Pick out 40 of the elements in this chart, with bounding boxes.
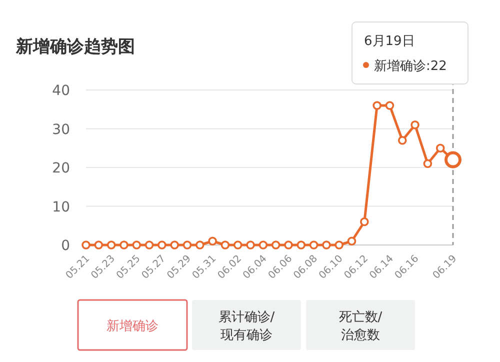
y-tick-label: 30 [52,122,70,138]
y-tick-label: 40 [52,83,70,99]
point [410,120,420,130]
point [94,240,104,250]
point [106,240,116,250]
point [334,240,344,250]
point [170,240,179,250]
point [309,240,318,250]
point [385,101,394,110]
point [182,240,192,250]
point [195,240,204,250]
point [347,236,356,246]
point [360,217,369,226]
point [423,159,432,168]
point [208,236,217,246]
point [82,240,90,250]
point [246,240,255,250]
text: 死亡数/ 治愈数 [338,309,383,343]
text: 新增确诊 [106,319,158,334]
point [372,101,382,110]
point [296,240,306,250]
point [158,240,166,250]
text: 6月19日 [364,34,415,49]
chart-title: 新增确诊趋势图 [15,37,135,57]
point [132,240,142,250]
point [436,144,445,153]
y-tick-label: 20 [52,160,70,176]
point [284,240,293,250]
y-tick-label: 0 [61,238,70,254]
y-tick-label: 10 [52,199,70,216]
point [322,240,331,250]
point [398,136,407,145]
point [233,240,242,250]
text: 新增确诊:22 [374,59,447,74]
point [258,240,268,250]
point [144,240,154,250]
point [271,240,280,250]
point [220,240,230,250]
text: 累计确诊/ 现有确诊 [218,310,276,343]
point [120,240,128,250]
